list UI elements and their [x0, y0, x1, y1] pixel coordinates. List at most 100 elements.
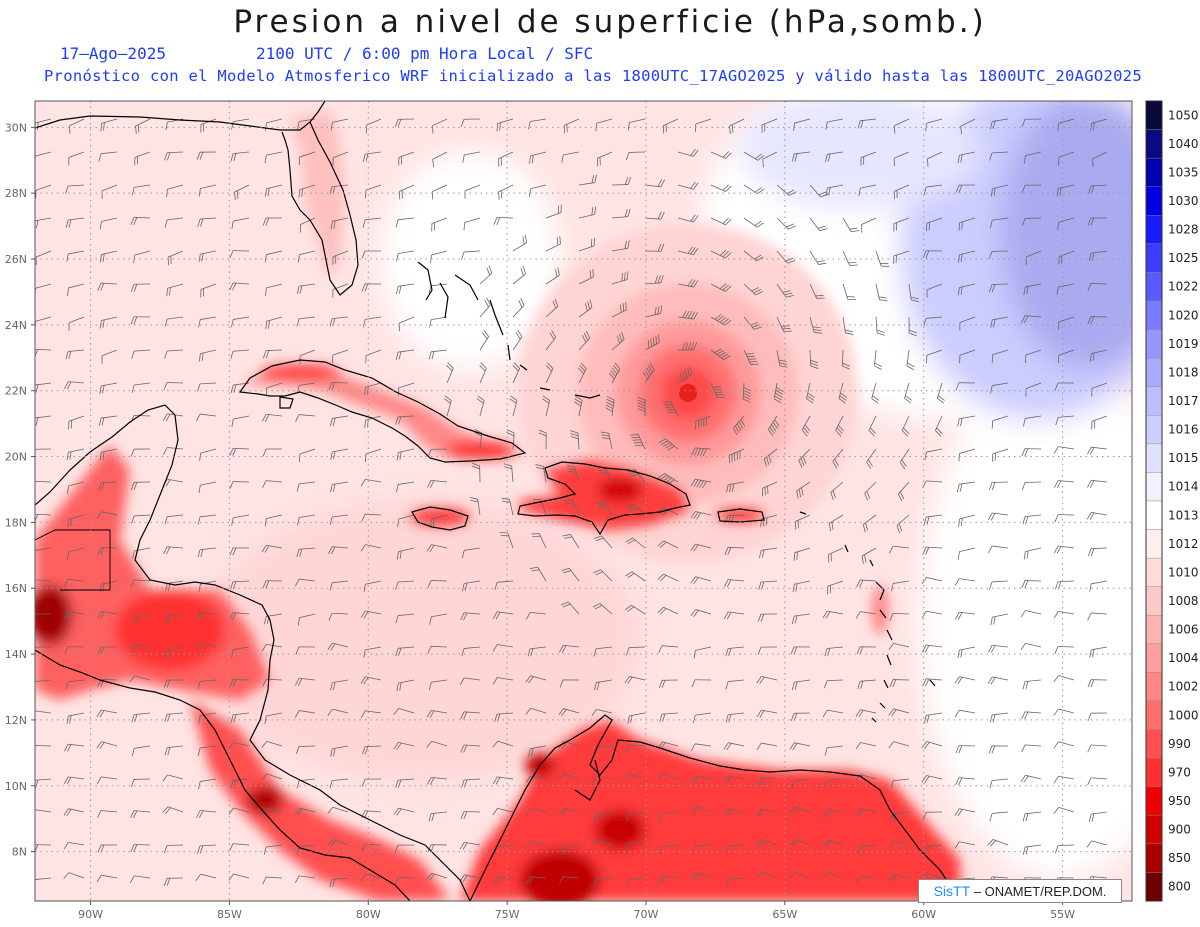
wind-barb: [1057, 316, 1075, 330]
wind-barb: [889, 545, 910, 554]
wind-barb: [710, 348, 731, 361]
wind-barb: [1058, 151, 1075, 166]
wind-barb: [866, 448, 877, 469]
wind-barb: [1020, 642, 1042, 651]
wind-barb: [627, 118, 646, 131]
colorbar-swatch: [1145, 272, 1163, 302]
colorbar-label: 1020: [1168, 308, 1199, 322]
wind-barb: [861, 547, 877, 564]
wind-barb: [625, 151, 646, 161]
wind-barb: [725, 712, 745, 723]
colorbar-label: 1016: [1168, 423, 1199, 437]
wind-barb: [525, 808, 547, 816]
wind-barb: [1056, 283, 1075, 295]
wind-barb: [331, 349, 349, 363]
wind-barb: [989, 778, 1009, 789]
wind-barb: [828, 514, 844, 532]
wind-barb: [591, 708, 613, 717]
wind-barb: [363, 580, 382, 593]
wind-barb: [164, 745, 184, 756]
wind-barb: [65, 349, 85, 360]
wind-barb: [503, 463, 514, 483]
wind-barb: [871, 382, 880, 404]
wind-barb: [396, 547, 415, 560]
lon-label: 55W: [1050, 908, 1075, 921]
wind-barb: [512, 234, 528, 252]
wind-barb: [990, 613, 1009, 626]
wind-barb: [231, 316, 250, 328]
wind-barb: [395, 283, 415, 295]
wind-barb: [957, 151, 976, 164]
wind-barb: [360, 478, 382, 487]
wind-barb: [743, 217, 764, 228]
lon-label: 85W: [217, 908, 242, 921]
wind-barb: [229, 679, 250, 688]
wind-barb: [658, 875, 679, 884]
wind-barb: [538, 429, 547, 450]
wind-barb: [658, 679, 679, 688]
wind-barb: [842, 250, 858, 266]
wind-barb: [558, 773, 580, 781]
wind-barb: [297, 382, 316, 394]
wind-barb: [605, 395, 615, 417]
wind-barb: [710, 283, 732, 292]
wind-barb: [987, 545, 1009, 554]
wind-barb: [742, 382, 752, 403]
wind-barb: [479, 297, 491, 318]
wind-barb: [792, 580, 811, 593]
colorbar-label: 1012: [1168, 537, 1199, 551]
coastline-pacific-central-america: [35, 649, 411, 901]
wind-barb: [955, 184, 976, 193]
wind-barb: [362, 745, 382, 755]
wind-barb: [989, 811, 1009, 822]
wind-barb: [1021, 184, 1042, 193]
wind-barb: [991, 415, 1009, 429]
wind-barb: [167, 250, 184, 266]
wind-barb: [296, 547, 316, 558]
wind-barb: [624, 842, 646, 850]
wind-barb: [231, 217, 250, 229]
lon-label: 60W: [911, 908, 936, 921]
wind-barb: [954, 676, 976, 685]
wind-barb: [197, 547, 217, 558]
wind-barb: [710, 382, 726, 399]
wind-barb: [1088, 811, 1108, 823]
wind-barb: [1021, 481, 1042, 491]
wind-barb: [35, 679, 52, 684]
wind-barb: [35, 877, 52, 882]
wind-barb: [35, 646, 52, 649]
wind-barb: [361, 513, 382, 522]
wind-barb: [63, 808, 85, 817]
wind-barb: [1053, 741, 1075, 749]
wind-barb: [460, 744, 481, 753]
wind-barb: [469, 497, 481, 516]
wind-barb: [743, 151, 765, 161]
wind-barb: [231, 118, 250, 130]
wind-barb: [611, 271, 629, 285]
wind-barb: [1021, 448, 1042, 457]
sis-logo: SisTT: [933, 883, 971, 899]
coastline-bahamas: [417, 261, 601, 399]
wind-barb: [328, 546, 349, 555]
wind-barb: [637, 396, 646, 417]
wind-barb: [97, 282, 118, 291]
wind-barb: [923, 844, 943, 855]
lat-label: 26N: [5, 253, 27, 266]
wind-barb: [756, 742, 778, 751]
colorbar-swatch: [1145, 615, 1163, 645]
colorbar-swatch: [1145, 329, 1163, 359]
wind-barb: [1022, 679, 1042, 690]
wind-barb: [890, 778, 910, 789]
colorbar-label: 1040: [1168, 137, 1199, 151]
wind-barb: [691, 679, 712, 688]
wind-barb: [923, 184, 943, 195]
wind-barb: [561, 567, 580, 582]
wind-barb: [428, 811, 448, 822]
wind-barb: [733, 415, 746, 436]
wind-barb: [362, 151, 382, 162]
wind-barb: [1057, 217, 1075, 231]
wind-barb: [360, 610, 382, 619]
wind-barb: [535, 464, 547, 483]
wind-barb: [562, 534, 580, 549]
